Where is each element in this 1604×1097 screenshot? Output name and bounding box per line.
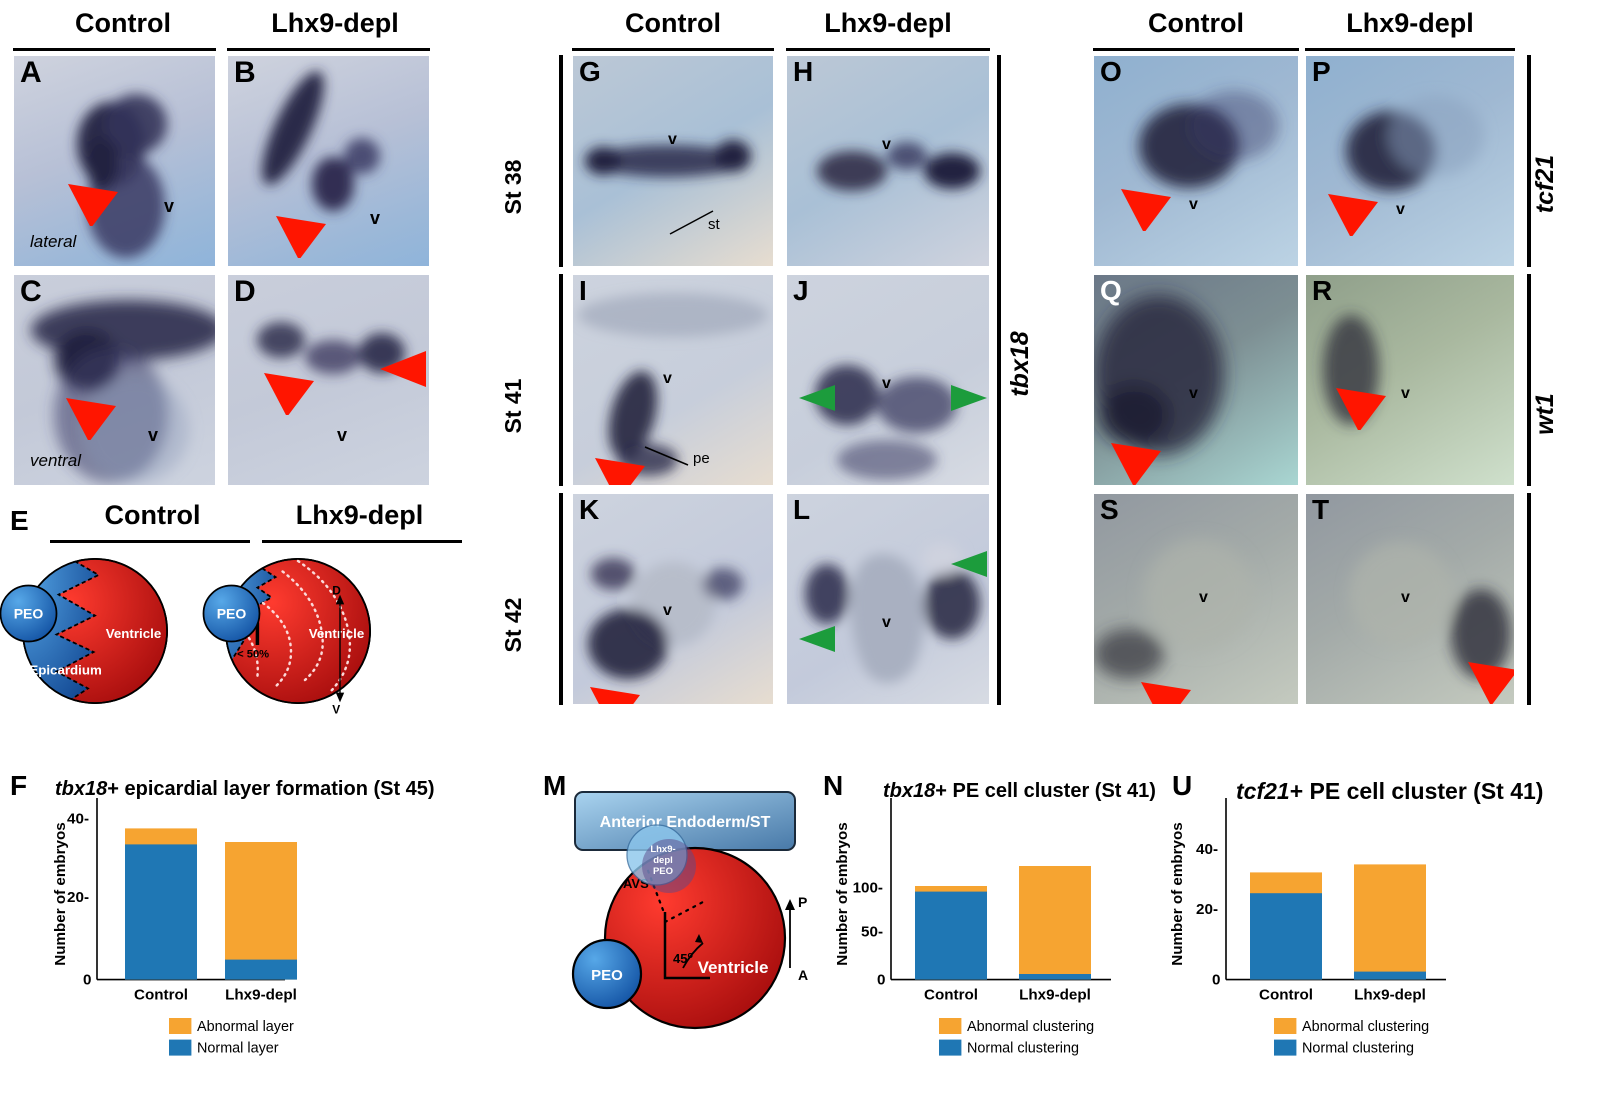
svg-text:Abnormal clustering: Abnormal clustering: [967, 1019, 1094, 1035]
svg-text:Ventricle: Ventricle: [106, 626, 161, 641]
svg-text:Normal layer: Normal layer: [197, 1040, 279, 1056]
svg-text:40-: 40-: [1196, 841, 1218, 858]
svg-text:0: 0: [83, 971, 91, 988]
svg-text:Lhx9-depl: Lhx9-depl: [225, 987, 297, 1004]
svg-text:Normal clustering: Normal clustering: [967, 1040, 1079, 1056]
svg-text:Number of embryos: Number of embryos: [52, 822, 69, 965]
svg-text:0: 0: [877, 971, 885, 988]
svg-text:100-: 100-: [853, 879, 883, 896]
svg-text:Lhx9-depl: Lhx9-depl: [1019, 987, 1091, 1004]
svg-text:depl: depl: [653, 855, 673, 866]
svg-text:PEO: PEO: [653, 866, 673, 877]
svg-text:Abnormal clustering: Abnormal clustering: [1302, 1019, 1429, 1035]
svg-text:0: 0: [1212, 971, 1220, 988]
svg-text:Normal clustering: Normal clustering: [1302, 1040, 1414, 1056]
svg-text:PEO: PEO: [217, 605, 247, 621]
svg-text:< 50%: < 50%: [237, 649, 269, 661]
svg-text:Lhx9-: Lhx9-: [650, 844, 675, 855]
svg-text:40-: 40-: [67, 811, 89, 828]
svg-text:Control: Control: [134, 987, 188, 1004]
svg-text:P: P: [798, 894, 807, 910]
svg-text:Lhx9-depl: Lhx9-depl: [1354, 987, 1426, 1004]
svg-text:Ventricle: Ventricle: [698, 958, 769, 977]
svg-text:Anterior Endoderm/ST: Anterior Endoderm/ST: [600, 814, 771, 831]
svg-text:20-: 20-: [67, 889, 89, 906]
svg-text:Abnormal layer: Abnormal layer: [197, 1019, 294, 1035]
svg-text:50-: 50-: [861, 923, 883, 940]
svg-text:V: V: [332, 703, 340, 717]
svg-text:Number of embryos: Number of embryos: [1169, 822, 1186, 965]
svg-text:Control: Control: [1259, 987, 1313, 1004]
svg-text:PEO: PEO: [591, 967, 623, 984]
svg-text:A: A: [798, 967, 808, 983]
svg-text:PEO: PEO: [14, 605, 44, 621]
svg-text:Number of embryos: Number of embryos: [834, 822, 851, 965]
svg-text:Ventricle: Ventricle: [309, 626, 364, 641]
svg-text:Control: Control: [924, 987, 978, 1004]
svg-text:20-: 20-: [1196, 901, 1218, 918]
svg-text:D: D: [332, 584, 341, 598]
svg-text:Epicardium: Epicardium: [29, 662, 101, 677]
